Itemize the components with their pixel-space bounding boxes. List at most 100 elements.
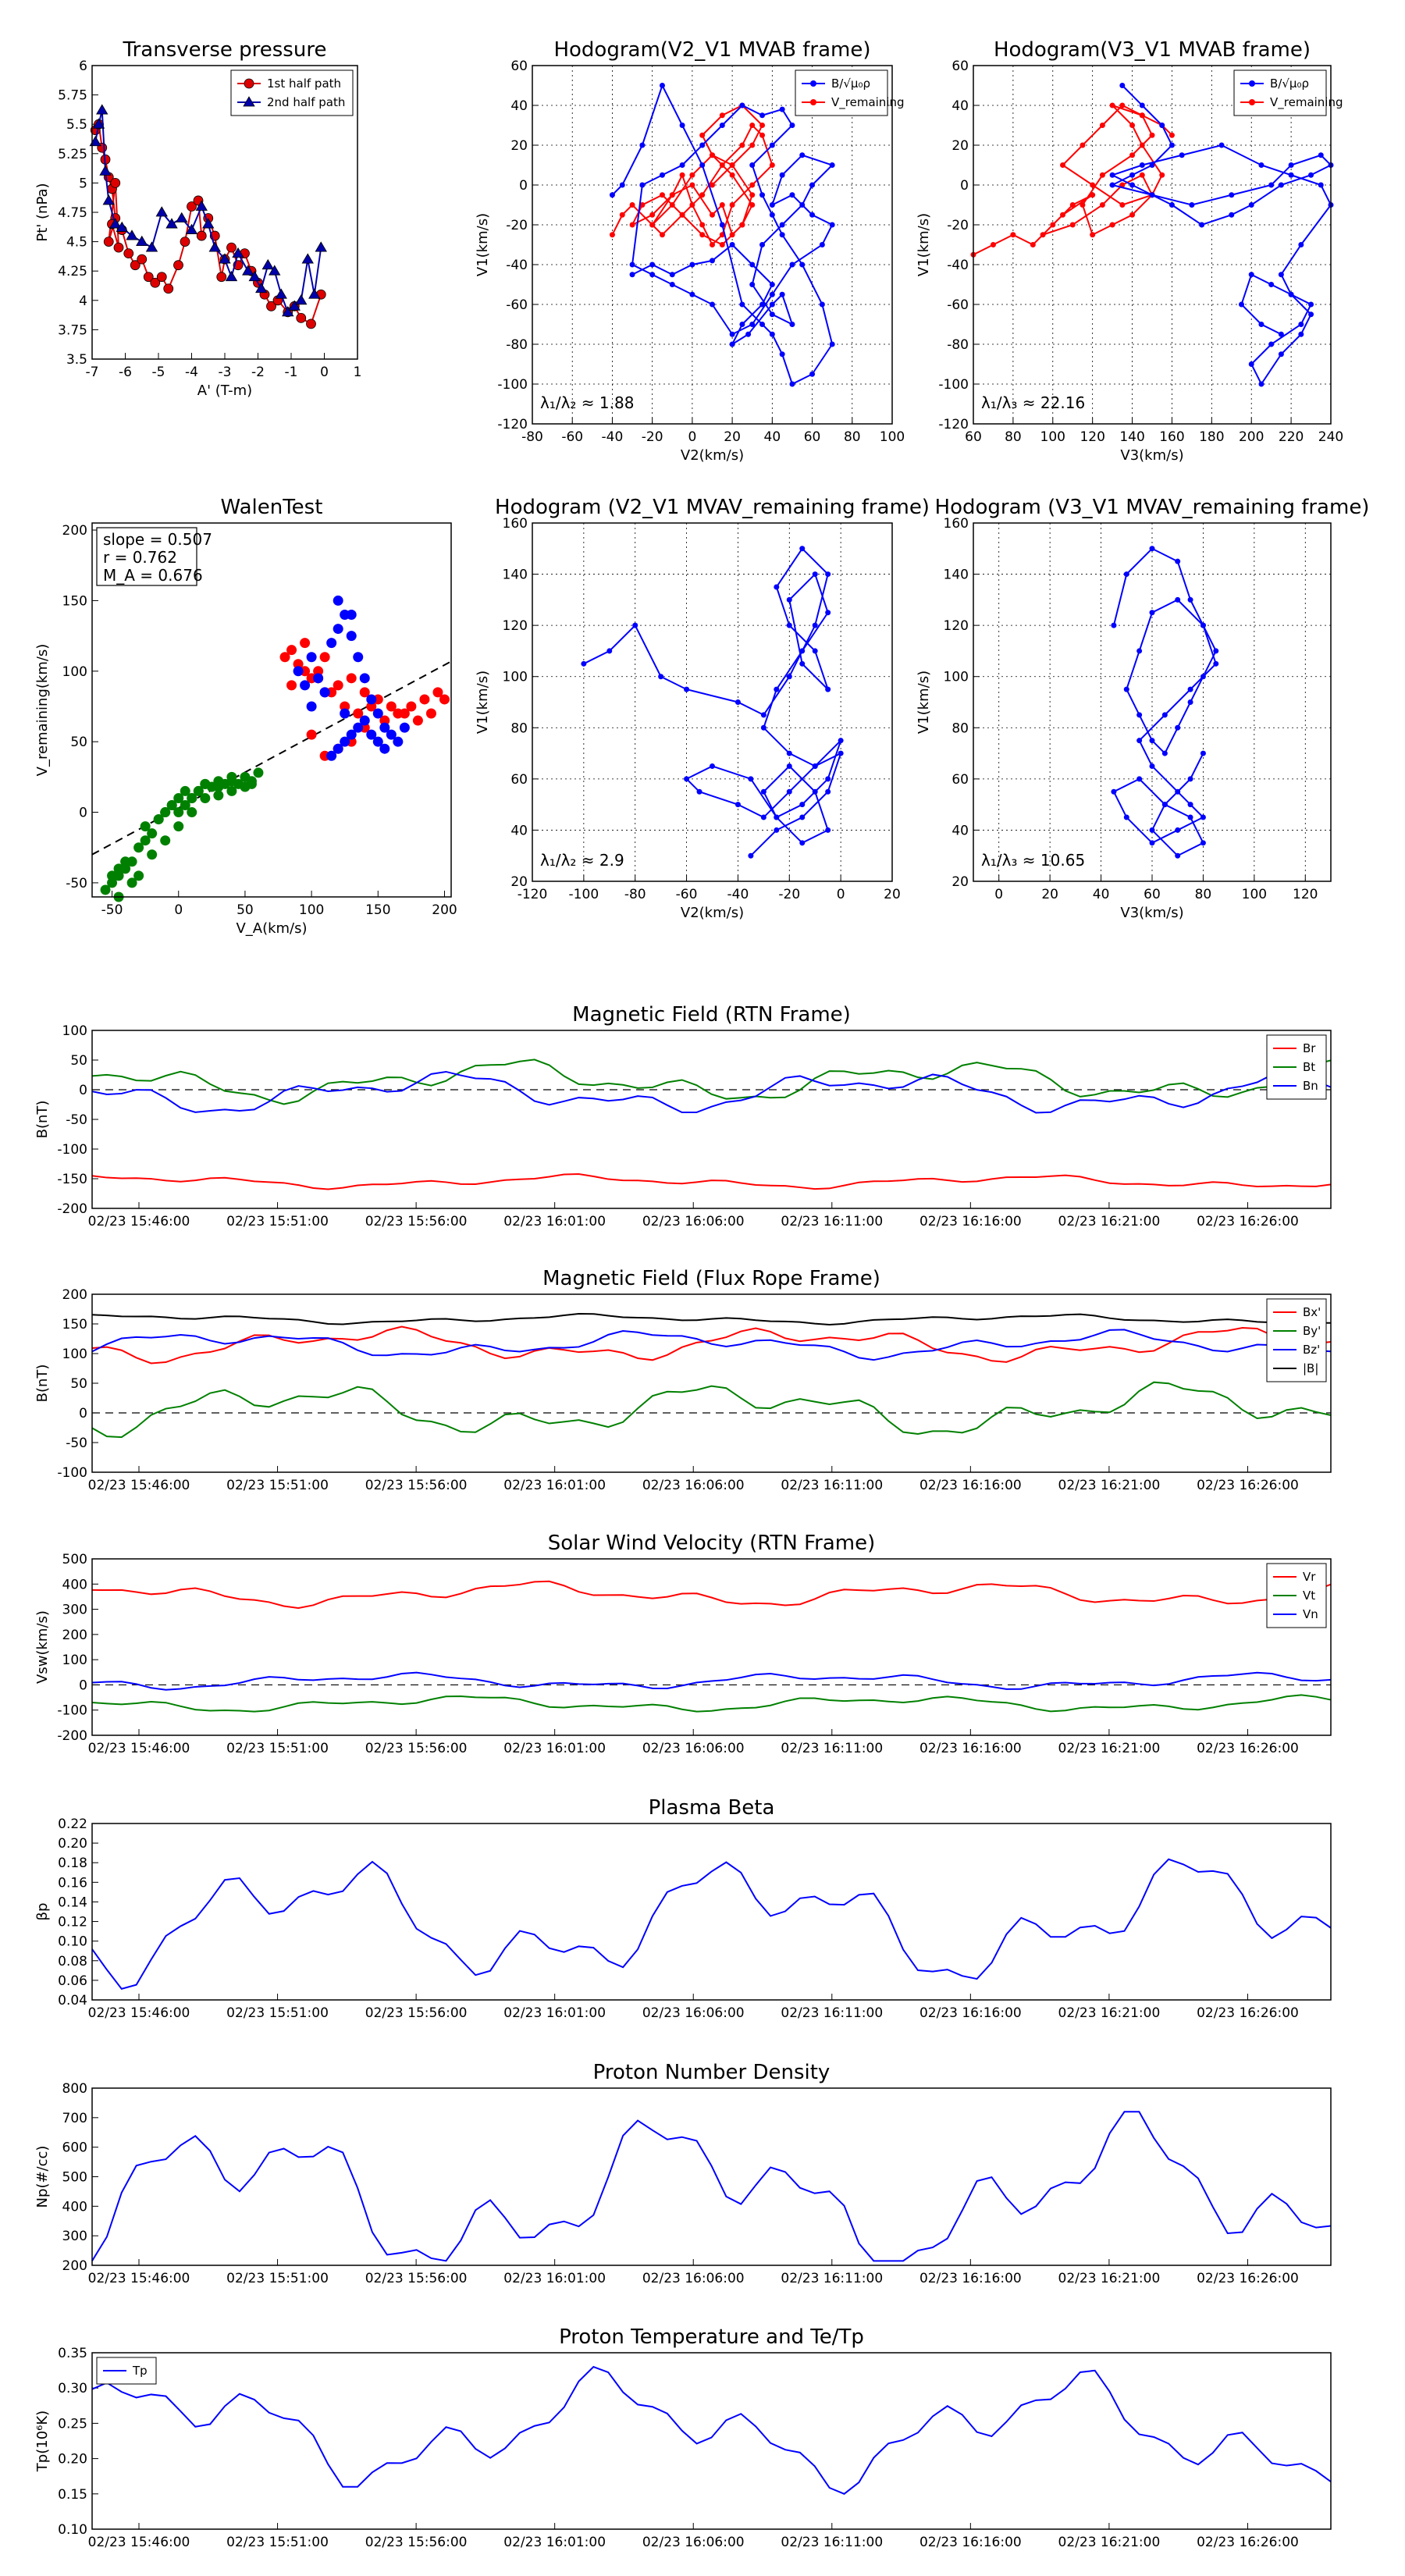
x-tick-label: -2 xyxy=(251,365,265,380)
data-point xyxy=(1080,202,1086,208)
x-tick-label: 02/23 15:46:00 xyxy=(88,1214,190,1229)
data-point xyxy=(173,260,183,271)
data-point xyxy=(669,272,675,278)
x-tick-label: 02/23 16:26:00 xyxy=(1197,2005,1299,2021)
y-tick-label: 60 xyxy=(951,59,969,74)
data-point xyxy=(799,660,806,667)
data-point xyxy=(266,301,276,311)
x-tick-label: -120 xyxy=(518,887,548,902)
data-point xyxy=(255,282,268,294)
x-tick-label: -20 xyxy=(778,887,800,902)
data-point xyxy=(246,778,257,789)
hodo-mvav-v2v1-xlabel: V2(km/s) xyxy=(681,905,744,921)
legend-label: V_remaining xyxy=(831,95,905,110)
data-point xyxy=(393,708,404,719)
ts-t1-title: Magnetic Field (RTN Frame) xyxy=(572,1003,851,1026)
data-point xyxy=(133,842,144,853)
data-point xyxy=(739,222,745,228)
y-tick-label: 50 xyxy=(70,735,87,750)
data-point xyxy=(1123,686,1129,692)
data-point xyxy=(689,262,695,268)
data-point xyxy=(769,162,775,168)
data-point xyxy=(825,827,831,833)
data-point xyxy=(759,322,766,327)
data-point xyxy=(1248,202,1254,208)
data-point xyxy=(1213,660,1219,667)
stats-box xyxy=(96,527,197,586)
data-point xyxy=(812,788,818,795)
data-point xyxy=(1040,232,1046,238)
data-point xyxy=(340,701,350,712)
data-point xyxy=(113,242,124,253)
ts-t2-frame xyxy=(91,1293,1332,1473)
data-point xyxy=(1129,152,1136,158)
data-point xyxy=(1149,738,1155,744)
data-point xyxy=(1149,162,1155,168)
x-tick-label: 02/23 16:16:00 xyxy=(919,1741,1022,1756)
data-point xyxy=(829,341,835,347)
y-tick-label: 80 xyxy=(951,720,969,736)
y-tick-label: 5.25 xyxy=(58,147,87,162)
legend-frame xyxy=(795,69,888,116)
data-point xyxy=(99,165,112,176)
hodo-v2v1-frame xyxy=(532,65,893,425)
data-point xyxy=(769,212,775,218)
x-tick-label: 02/23 15:56:00 xyxy=(365,1214,468,1229)
data-point xyxy=(200,792,211,803)
y-tick-label: 3.75 xyxy=(58,322,87,338)
y-tick-label: -50 xyxy=(66,1436,87,1451)
x-tick-label: -7 xyxy=(86,365,99,380)
x-tick-label: 02/23 16:06:00 xyxy=(642,2535,745,2550)
data-point xyxy=(1187,814,1193,820)
data-point xyxy=(812,763,818,769)
x-tick-label: 02/23 15:56:00 xyxy=(365,2005,468,2021)
data-point xyxy=(735,699,741,705)
x-tick-label: 02/23 15:51:00 xyxy=(226,2535,329,2550)
data-point xyxy=(786,750,792,756)
x-tick-label: 02/23 16:21:00 xyxy=(1058,1478,1161,1493)
x-tick-label: 1 xyxy=(354,365,362,380)
data-point xyxy=(799,814,806,820)
data-point xyxy=(1278,272,1284,278)
data-point xyxy=(1119,102,1126,109)
data-point xyxy=(293,666,304,677)
y-tick-label: 700 xyxy=(62,2111,87,2126)
ts-t1-axes: -200 -150 -100 -50 0 50 100 02/23 15:46:00 02/23… xyxy=(57,1023,1298,1229)
data-point xyxy=(366,729,377,740)
x-tick-label: 02/23 15:51:00 xyxy=(226,1741,329,1756)
x-tick-label: 02/23 15:46:00 xyxy=(88,2005,190,2021)
data-point xyxy=(719,242,725,247)
data-point xyxy=(412,715,423,726)
data-point xyxy=(359,687,370,698)
x-tick-label: -60 xyxy=(676,887,698,902)
data-point xyxy=(649,262,656,268)
data-point xyxy=(1149,192,1155,198)
data-point xyxy=(789,192,795,198)
data-point xyxy=(1298,331,1304,337)
ts-t3-legend: Vr Vt Vn xyxy=(1266,1563,1327,1628)
data-point xyxy=(1318,182,1324,188)
x-tick-label: -40 xyxy=(727,887,749,902)
data-point xyxy=(359,673,370,684)
x-tick-label: 02/23 16:11:00 xyxy=(781,2005,883,2021)
data-point xyxy=(226,785,237,796)
y-tick-label: 0.20 xyxy=(58,1836,87,1852)
data-point xyxy=(812,571,818,578)
data-point xyxy=(774,584,780,590)
data-point xyxy=(379,715,390,726)
data-point xyxy=(1288,162,1294,168)
data-point xyxy=(609,192,615,198)
pressure-ylabel: Pt' (nPa) xyxy=(34,183,51,241)
data-point xyxy=(719,222,725,228)
data-point xyxy=(1080,142,1086,148)
series-line xyxy=(583,547,842,856)
x-tick-label: 40 xyxy=(1093,887,1110,902)
data-point xyxy=(353,708,364,719)
y-tick-label: -100 xyxy=(497,377,528,393)
y-tick-label: 0.06 xyxy=(58,1973,87,1989)
data-point xyxy=(779,351,785,358)
x-tick-label: -40 xyxy=(602,429,624,445)
ts-t3-title: Solar Wind Velocity (RTN Frame) xyxy=(548,1532,875,1555)
pressure-title: Transverse pressure xyxy=(123,38,327,62)
data-point xyxy=(406,701,417,712)
